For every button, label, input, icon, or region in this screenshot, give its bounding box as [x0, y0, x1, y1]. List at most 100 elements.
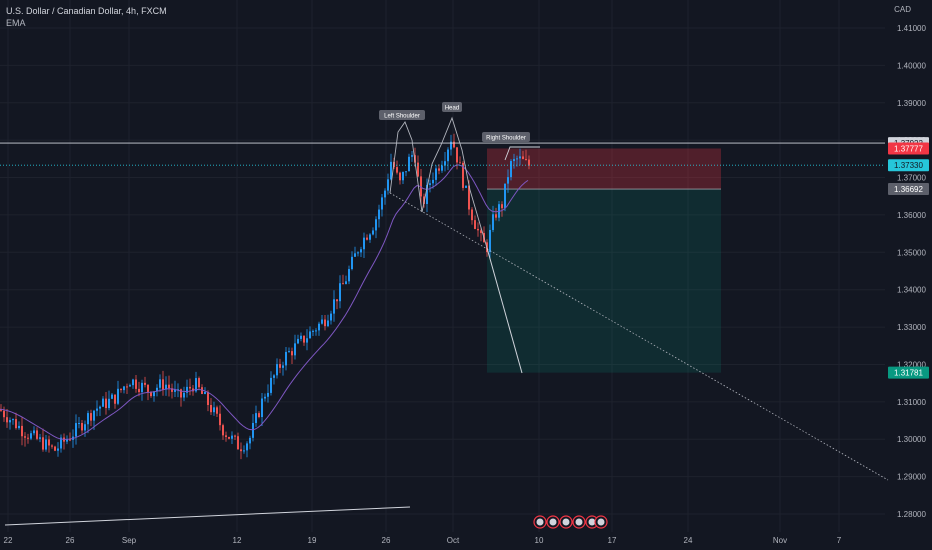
candle-up — [60, 437, 62, 449]
y-tick-label: 1.29000 — [897, 473, 926, 482]
candle-down — [222, 425, 224, 436]
candle-up — [39, 437, 41, 439]
neckline-extended[interactable] — [389, 192, 889, 481]
candle-up — [504, 183, 506, 209]
candle-up — [294, 343, 296, 356]
stop-loss-zone[interactable] — [487, 148, 721, 190]
candle-up — [516, 158, 518, 160]
event-markers[interactable] — [533, 515, 608, 529]
pattern-label: Left Shoulder — [384, 114, 420, 120]
candle-up — [321, 319, 323, 324]
candle-up — [369, 234, 371, 240]
candle-up — [273, 375, 275, 378]
candle-up — [333, 299, 335, 314]
candle-up — [66, 439, 68, 442]
us-flag-icon — [549, 518, 557, 526]
candle-up — [489, 229, 491, 252]
candle-up — [513, 159, 515, 162]
candle-down — [456, 147, 458, 163]
candle-down — [219, 413, 221, 426]
candle-up — [276, 364, 278, 376]
price-axis[interactable]: 1.410001.400001.390001.380001.370001.360… — [888, 24, 929, 519]
candle-up — [315, 330, 317, 332]
candle-up — [519, 156, 521, 159]
ema-line — [0, 164, 529, 440]
candle-down — [42, 437, 44, 450]
candle-up — [261, 398, 263, 418]
projection-line[interactable] — [486, 247, 523, 374]
position-zones[interactable] — [487, 148, 721, 373]
candle-down — [396, 167, 398, 173]
candle-up — [87, 413, 89, 425]
us-flag-icon — [588, 518, 596, 526]
candle-down — [27, 437, 29, 439]
candle-down — [138, 388, 140, 393]
candle-up — [408, 156, 410, 172]
pattern-label: Right Shoulder — [486, 136, 526, 142]
candle-down — [216, 407, 218, 414]
candle-up — [300, 335, 302, 339]
candle-down — [162, 379, 164, 390]
price-tag — [888, 183, 929, 196]
candle-down — [171, 388, 173, 392]
candle-up — [297, 338, 299, 344]
candle-down — [150, 391, 152, 397]
candle-down — [24, 436, 26, 438]
take-profit-zone[interactable] — [487, 189, 721, 373]
candle-down — [453, 141, 455, 148]
candle-down — [120, 388, 122, 391]
candle-down — [501, 204, 503, 209]
price-tag — [888, 159, 929, 172]
x-tick-label: Sep — [122, 536, 137, 545]
head-shoulders-pattern[interactable] — [389, 116, 488, 249]
candle-down — [0, 409, 2, 411]
candle-down — [462, 162, 464, 188]
candle-down — [459, 162, 461, 164]
candle-up — [231, 435, 233, 439]
candle-up — [33, 430, 35, 434]
candle-down — [495, 214, 497, 218]
candle-down — [303, 335, 305, 343]
candle-down — [69, 439, 71, 441]
candle-down — [225, 435, 227, 437]
candle-down — [480, 230, 482, 233]
candle-down — [336, 299, 338, 302]
candle-up — [183, 392, 185, 398]
candle-down — [189, 386, 191, 389]
candle-up — [444, 161, 446, 166]
candle-down — [147, 384, 149, 392]
candlestick-series — [0, 133, 530, 460]
candle-up — [405, 171, 407, 173]
candle-down — [291, 351, 293, 356]
indicator-label: EMA — [6, 18, 26, 28]
candle-up — [45, 439, 47, 450]
pattern-label: Head — [445, 106, 459, 112]
right-shoulder-line[interactable] — [504, 146, 540, 161]
trend-line[interactable] — [4, 506, 411, 526]
chart-legend: U.S. Dollar / Canadian Dollar, 4h, FXCM … — [6, 5, 167, 29]
candle-up — [96, 408, 98, 411]
candle-up — [327, 320, 329, 327]
candle-up — [363, 237, 365, 250]
candle-up — [411, 155, 413, 157]
x-tick-label: 7 — [837, 536, 842, 545]
chart-drawings[interactable]: Left Shoulder Head Right Shoulder — [0, 102, 889, 526]
price-tag-label: 1.37777 — [894, 144, 923, 153]
candle-up — [186, 386, 188, 393]
candle-down — [417, 162, 419, 177]
chart-grid — [0, 0, 885, 532]
candle-up — [111, 394, 113, 399]
candle-down — [51, 445, 53, 447]
time-axis[interactable]: 22 26 Sep 12 19 26 Oct 10 17 24 Nov 7 — [4, 536, 842, 545]
y-tick-label: 1.31000 — [897, 398, 926, 407]
candle-up — [255, 413, 257, 423]
candle-up — [372, 230, 374, 235]
candle-up — [252, 422, 254, 438]
x-tick-label: Nov — [773, 536, 787, 545]
candle-up — [426, 184, 428, 205]
candle-up — [132, 379, 134, 386]
candle-down — [471, 209, 473, 221]
candle-up — [306, 338, 308, 343]
candle-down — [210, 405, 212, 413]
